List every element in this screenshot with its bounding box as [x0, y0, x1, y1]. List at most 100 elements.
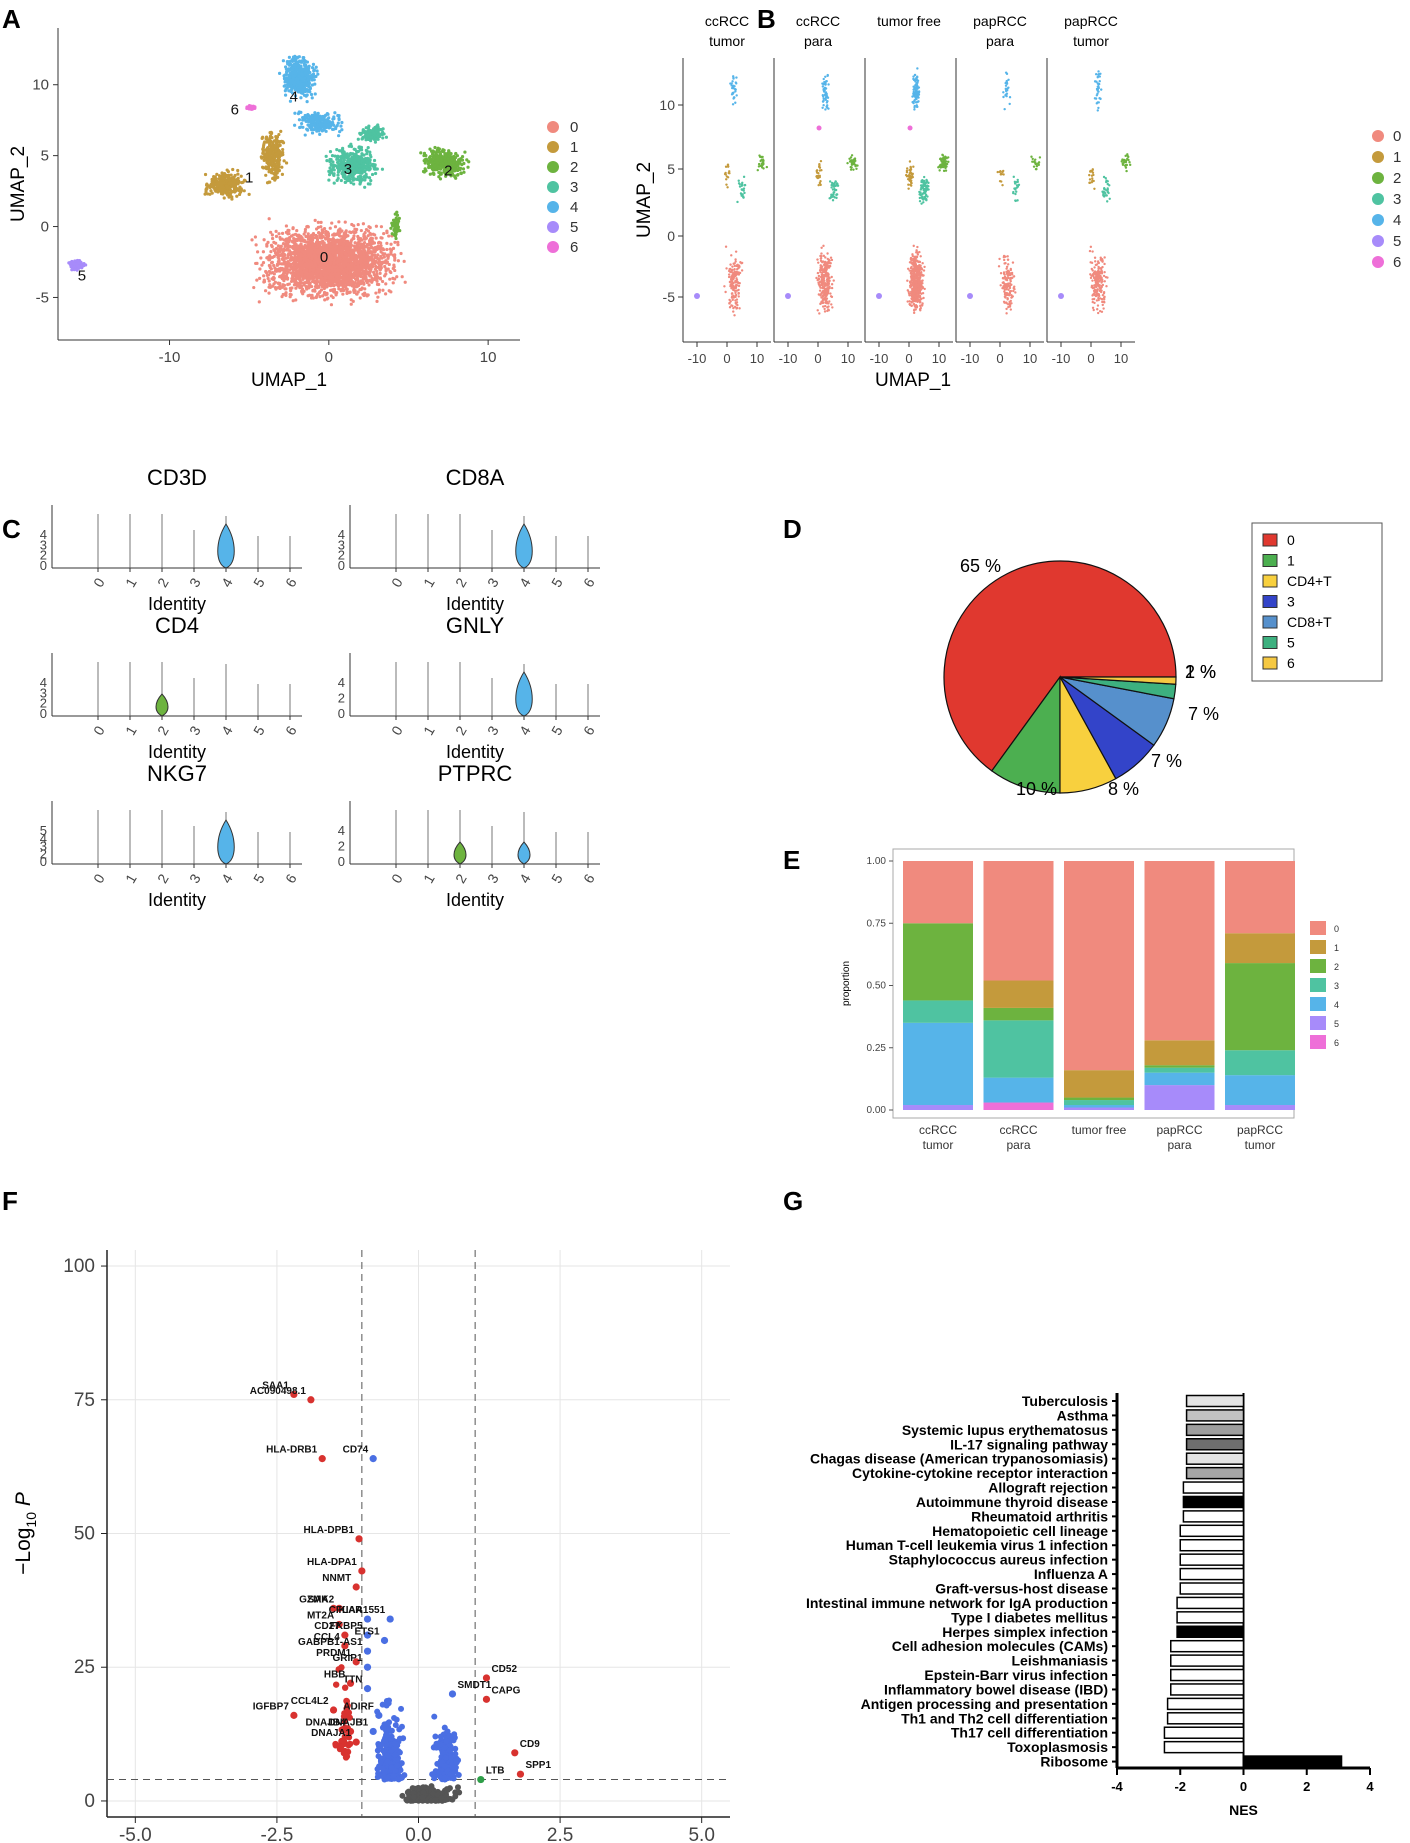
umap-point: [374, 128, 379, 132]
umap-point: [361, 129, 365, 133]
umap-point: [293, 247, 297, 251]
umap-point: [453, 169, 457, 173]
umap-point: [381, 288, 385, 292]
cluster-label: 1: [245, 170, 253, 187]
umap-point: [393, 240, 397, 244]
umap-point: [360, 271, 364, 275]
umap-point: [283, 274, 287, 279]
umap-point: [454, 176, 458, 180]
umap-point: [314, 295, 319, 299]
umap-point: [319, 220, 323, 224]
umap-point: [356, 222, 360, 227]
umap-point: [733, 314, 736, 317]
umap-point: [329, 261, 333, 265]
umap-point: [389, 250, 393, 254]
umap-point: [265, 137, 269, 141]
umap-point: [349, 302, 353, 306]
umap-point: [305, 287, 309, 291]
umap-point: [285, 277, 290, 281]
umap-point: [278, 281, 282, 286]
umap-point: [338, 246, 342, 250]
umap-point: [70, 268, 74, 272]
umap-point: [378, 277, 383, 281]
umap-point: [269, 230, 273, 234]
umap-point: [343, 220, 347, 224]
umap-point: [392, 228, 396, 232]
umap-point: [363, 185, 367, 189]
umap-point: [299, 281, 304, 285]
umap-point: [294, 257, 298, 261]
umap-point: [336, 238, 340, 242]
umap-point: [387, 262, 391, 267]
umap-point: [287, 232, 291, 236]
legend-key: [547, 121, 559, 133]
umap-point: [299, 284, 304, 289]
umap-point: [277, 247, 281, 252]
umap-point: [346, 267, 350, 271]
umap-point: [287, 263, 291, 267]
umap-point: [296, 233, 300, 237]
umap-point: [368, 164, 372, 168]
umap-point: [399, 251, 403, 256]
umap-point: [739, 261, 742, 264]
umap-point: [336, 170, 340, 174]
umap-point: [75, 258, 80, 263]
cluster-label: 3: [344, 161, 352, 178]
umap-point: [298, 125, 302, 130]
umap-point: [388, 277, 392, 281]
umap-point: [314, 255, 318, 259]
umap-point: [266, 255, 270, 259]
umap-point: [402, 259, 406, 263]
umap-point: [213, 177, 218, 181]
umap-point: [370, 251, 374, 255]
umap-point: [380, 279, 385, 284]
umap-point: [362, 281, 366, 285]
umap-point: [289, 258, 293, 262]
umap-point: [431, 156, 436, 160]
umap-point: [339, 157, 343, 161]
umap-point: [280, 165, 284, 169]
umap-point: [380, 167, 385, 171]
legend-label: 1: [570, 139, 578, 156]
umap-point: [295, 281, 299, 285]
umap-point: [318, 241, 322, 245]
legend-label: 4: [570, 199, 578, 216]
umap-point: [232, 177, 236, 181]
umap-point: [259, 155, 263, 159]
umap-point: [252, 285, 256, 290]
umap-point: [279, 129, 283, 133]
x-axis-title: UMAP_1: [251, 370, 327, 391]
umap-point: [343, 284, 347, 288]
umap-point: [300, 245, 305, 249]
umap-point: [274, 148, 278, 153]
umap-point: [324, 229, 328, 234]
umap-point: [373, 255, 378, 260]
umap-point: [275, 253, 279, 257]
umap-point: [324, 276, 328, 280]
y-tick-label: 10: [32, 77, 49, 94]
panel-label-a: A: [2, 4, 21, 34]
umap-point: [441, 149, 446, 154]
umap-point: [373, 140, 378, 144]
umap-point: [387, 289, 391, 293]
umap-point: [384, 135, 389, 139]
umap-point: [392, 263, 396, 267]
umap-point: [339, 288, 343, 292]
umap-point: [282, 254, 286, 258]
umap-point: [239, 174, 243, 178]
umap-point: [328, 124, 333, 128]
umap-point: [339, 124, 343, 128]
umap-point: [343, 252, 347, 256]
umap-point: [388, 247, 392, 251]
umap-point: [396, 259, 400, 263]
umap-point: [317, 231, 321, 235]
umap-point: [271, 236, 275, 241]
umap-point: [282, 74, 286, 78]
umap-point: [224, 184, 229, 188]
umap-point: [291, 244, 295, 249]
umap-point: [444, 154, 448, 158]
umap-point: [335, 178, 339, 182]
umap-point: [277, 259, 281, 263]
umap-point: [283, 93, 288, 97]
umap-point: [367, 176, 372, 180]
